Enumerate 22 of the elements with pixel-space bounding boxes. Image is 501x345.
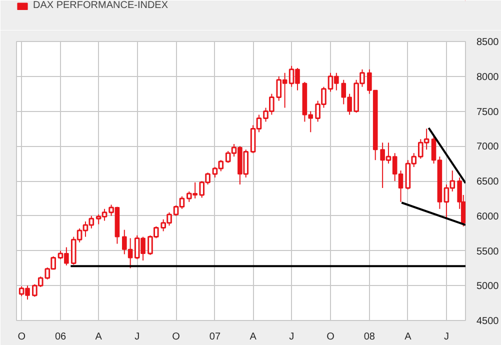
y-tick-label: 5000 bbox=[476, 281, 500, 292]
y-tick-label: 7500 bbox=[476, 106, 500, 118]
y-tick-label: 8500 bbox=[476, 37, 500, 48]
x-tick-label: J bbox=[444, 332, 449, 342]
x-tick-label: J bbox=[134, 332, 140, 342]
y-tick-label: 4500 bbox=[476, 316, 500, 327]
y-tick-label: 5500 bbox=[476, 246, 500, 258]
y-tick-label: 7000 bbox=[476, 142, 500, 153]
x-tick-label: A bbox=[95, 332, 102, 342]
x-tick-label: O bbox=[326, 332, 335, 342]
x-tick-label: 08 bbox=[364, 332, 376, 342]
x-tick-label: 06 bbox=[54, 332, 67, 342]
x-tick-label: J bbox=[289, 332, 294, 342]
x-tick-label: A bbox=[404, 332, 412, 342]
x-tick-label: A bbox=[250, 332, 257, 342]
x-tick-label: O bbox=[18, 332, 26, 342]
x-tick-label: 07 bbox=[209, 332, 221, 342]
x-tick-label: O bbox=[172, 332, 180, 342]
y-tick-label: 6000 bbox=[476, 211, 500, 222]
y-tick-label: 6500 bbox=[476, 176, 500, 188]
y-tick-label: 8000 bbox=[476, 72, 500, 83]
legend-label: DAX PERFORMANCE-INDEX bbox=[33, 0, 168, 11]
